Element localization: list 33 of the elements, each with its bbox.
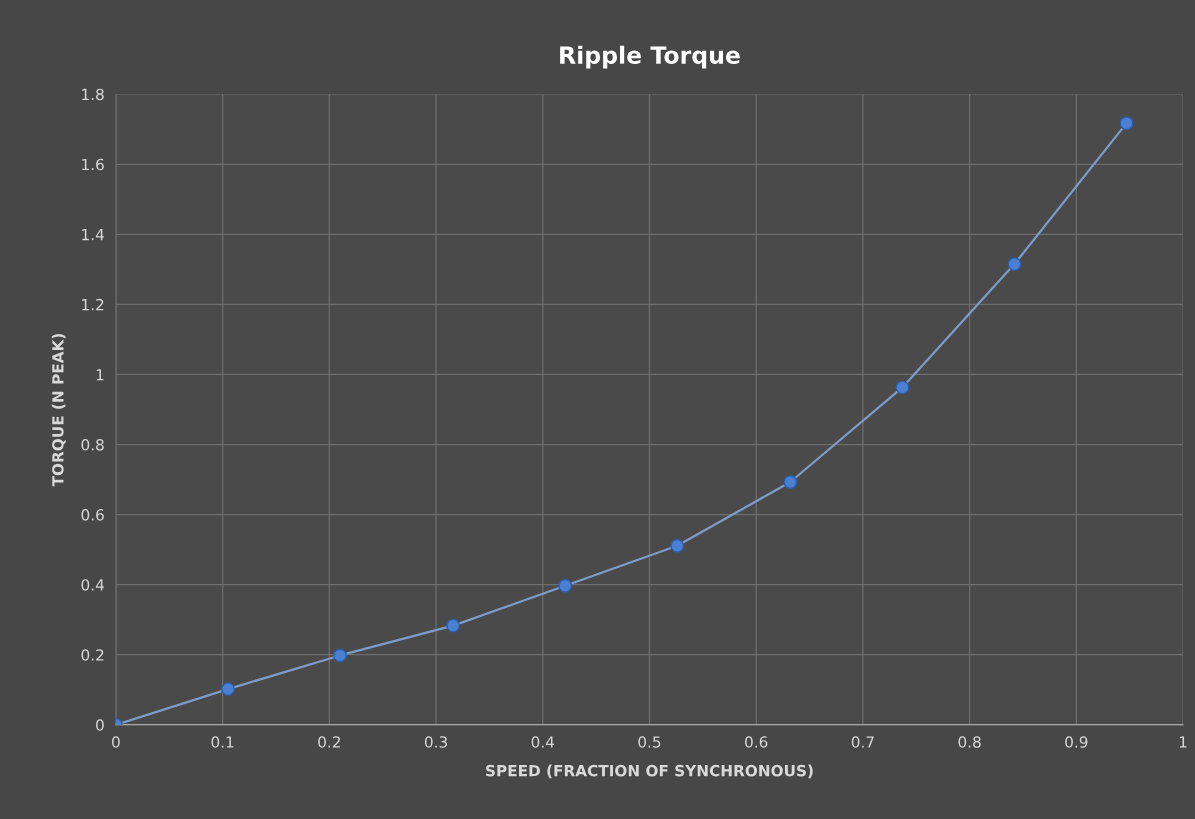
x-tick-label: 0.6 (745, 736, 768, 748)
x-tick-label: 0.8 (958, 736, 981, 748)
point (1119, 116, 1134, 131)
x-tick-label: 0.5 (638, 736, 661, 748)
y-tick-label: 0.6 (81, 509, 104, 521)
point (670, 538, 685, 553)
x-tick-label: 0.2 (318, 736, 340, 748)
y-tick-label: 0.4 (81, 579, 104, 591)
y-tick-label: 0.2 (81, 649, 104, 661)
y-tick-label: 1.2 (82, 298, 104, 311)
x-tick-label: 0 (112, 736, 120, 748)
y-tick-label: 0 (96, 719, 104, 731)
point (895, 380, 910, 395)
x-tick-label: 0.1 (211, 736, 234, 748)
point (783, 475, 798, 489)
chart-title: Ripple Torque (560, 45, 740, 69)
point (558, 578, 573, 593)
point (221, 682, 235, 697)
y-tick-label: 0.8 (81, 439, 104, 451)
y-tick-label: 1.4 (82, 228, 104, 241)
y-tick-label: 1 (96, 369, 104, 381)
y-tick-label: 1.6 (82, 158, 104, 171)
x-tick-label: 0.9 (1065, 736, 1088, 748)
x-tick-label: 1 (1179, 736, 1187, 748)
point (333, 648, 347, 663)
point (446, 618, 461, 633)
x-tick-label: 0.3 (424, 736, 447, 748)
x-tick-label: 0.4 (531, 736, 555, 748)
point (1007, 257, 1022, 272)
y-tick-label: 1.8 (82, 88, 104, 101)
y-axis-title: TORQUE (N PEAK) (51, 333, 66, 487)
x-axis-title: SPEED (FRACTION OF SYNCHRONOUS) (486, 764, 813, 779)
x-tick-label: 0.7 (851, 736, 874, 748)
